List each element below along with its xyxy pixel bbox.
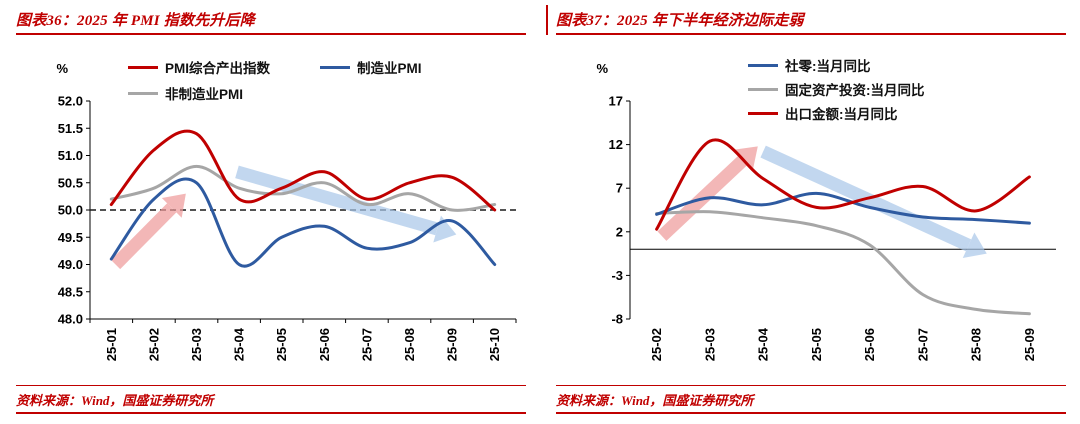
figure-36-chart-area: % 52.0 51.5 51.0 50.5 50.0 49.5 49.0 48.5 48.0 25-… (16, 35, 526, 385)
figure-37-source: 资料来源：Wind，国盛证券研究所 (556, 392, 754, 408)
figure-36-source-row: 资料来源：Wind，国盛证券研究所 (16, 386, 526, 412)
figure-37-panel: 图表37：2025 年下半年经济边际走弱 % 17 12 7 2 -3 -8 25-02 25-… (540, 5, 1080, 424)
svg-text:25-07: 25-07 (915, 328, 930, 361)
figure-36-panel: 图表36：2025 年 PMI 指数先升后降 % 52.0 51.5 51.0 50.5… (0, 5, 540, 424)
figure-36-bottom-rule (16, 412, 526, 414)
series-line (109, 164, 497, 212)
figure-37-header-rule (556, 33, 1066, 35)
figure-37-source-row: 资料来源：Wind，国盛证券研究所 (556, 386, 1066, 412)
svg-text:17: 17 (609, 94, 623, 109)
legend-label: PMI综合产出指数 (165, 61, 271, 76)
legend-item-pmi-composite-output: PMI综合产出指数 (128, 57, 270, 77)
legend-label: 制造业PMI (357, 61, 422, 76)
svg-text:2: 2 (616, 224, 623, 239)
legend-label: 固定资产投资:当月同比 (785, 83, 925, 98)
svg-text:12: 12 (609, 137, 623, 152)
svg-text:25-06: 25-06 (862, 328, 877, 361)
svg-text:25-09: 25-09 (1022, 328, 1037, 361)
svg-text:25-01: 25-01 (104, 328, 119, 361)
svg-text:25-05: 25-05 (274, 328, 289, 361)
macro-line-chart: % 17 12 7 2 -3 -8 25-02 25-03 25-04 25-05 25-06 25-0… (596, 61, 1056, 361)
series-line (109, 129, 497, 212)
figure-37-footer-rule (556, 385, 1066, 386)
legend-swatch-gray-line (748, 87, 778, 91)
legend-label: 社零:当月同比 (785, 59, 871, 74)
figure-37-bottom-rule (556, 412, 1066, 414)
legend-swatch-red-line (748, 111, 778, 115)
svg-text:7: 7 (616, 181, 623, 196)
svg-text:25-08: 25-08 (402, 328, 417, 361)
svg-text:25-06: 25-06 (317, 328, 332, 361)
svg-text:48.0: 48.0 (58, 312, 83, 327)
svg-text:25-04: 25-04 (232, 327, 247, 361)
svg-text:25-05: 25-05 (809, 328, 824, 361)
legend-swatch-red-line (128, 65, 158, 69)
svg-text:52.0: 52.0 (58, 94, 83, 109)
trend-arrow-down (235, 165, 457, 243)
series-line (109, 177, 497, 268)
figure-37-legend: 社零:当月同比 固定资产投资:当月同比 出口金额:当月同比 (748, 55, 925, 123)
legend-item-manufacturing-pmi: 制造业PMI (320, 57, 422, 77)
svg-text:51.0: 51.0 (58, 148, 83, 163)
figure-36-header: 图表36：2025 年 PMI 指数先升后降 (16, 5, 526, 33)
legend-label: 非制造业PMI (165, 87, 244, 102)
svg-text:25-04: 25-04 (756, 327, 771, 361)
svg-text:49.0: 49.0 (58, 257, 83, 272)
svg-text:25-07: 25-07 (359, 328, 374, 361)
svg-text:50.0: 50.0 (58, 203, 83, 218)
legend-item-export-value: 出口金额:当月同比 (748, 103, 925, 123)
svg-text:48.5: 48.5 (58, 284, 83, 299)
svg-text:25-03: 25-03 (702, 328, 717, 361)
figure-37-title: 图表37：2025 年下半年经济边际走弱 (556, 12, 804, 29)
legend-item-retail-sales: 社零:当月同比 (748, 55, 925, 75)
svg-text:-3: -3 (611, 268, 623, 283)
svg-text:49.5: 49.5 (58, 230, 83, 245)
figure-36-legend: PMI综合产出指数 制造业PMI 非制造业PMI (128, 57, 422, 103)
legend-swatch-gray-line (128, 91, 158, 95)
figure-37-chart-area: % 17 12 7 2 -3 -8 25-02 25-03 25-04 25-05 25-06 25-0… (556, 35, 1066, 385)
svg-text:25-09: 25-09 (445, 328, 460, 361)
series-line (655, 191, 1031, 225)
figure-36-header-rule (16, 33, 526, 35)
svg-text:-8: -8 (611, 312, 623, 327)
svg-text:25-08: 25-08 (969, 328, 984, 361)
svg-text:%: % (56, 61, 68, 76)
svg-text:%: % (596, 61, 608, 76)
figure-36-title: 图表36：2025 年 PMI 指数先升后降 (16, 12, 255, 29)
legend-label: 出口金额:当月同比 (785, 107, 898, 122)
svg-text:25-02: 25-02 (649, 328, 664, 361)
legend-item-non-manufacturing-pmi: 非制造业PMI (128, 83, 243, 103)
svg-text:50.5: 50.5 (58, 175, 83, 190)
legend-row: 非制造业PMI (128, 83, 422, 103)
series-line (655, 138, 1031, 231)
legend-swatch-blue-line (320, 65, 351, 69)
legend-swatch-blue-line (748, 63, 778, 67)
figure-36-source: 资料来源：Wind，国盛证券研究所 (16, 392, 214, 408)
trend-arrow-up (110, 193, 186, 270)
svg-text:25-02: 25-02 (146, 328, 161, 361)
header-divider (546, 5, 548, 35)
series-line (655, 210, 1031, 316)
trend-arrow-down (760, 145, 987, 259)
legend-row: PMI综合产出指数 制造业PMI (128, 57, 422, 77)
svg-text:25-03: 25-03 (189, 328, 204, 361)
legend-item-fixed-asset-investment: 固定资产投资:当月同比 (748, 79, 925, 99)
pmi-line-chart: % 52.0 51.5 51.0 50.5 50.0 49.5 49.0 48.5 48.0 25-… (56, 61, 517, 361)
svg-text:51.5: 51.5 (58, 121, 83, 136)
figure-36-footer-rule (16, 385, 526, 386)
svg-text:25-10: 25-10 (487, 328, 502, 361)
figure-37-header: 图表37：2025 年下半年经济边际走弱 (556, 5, 1066, 33)
